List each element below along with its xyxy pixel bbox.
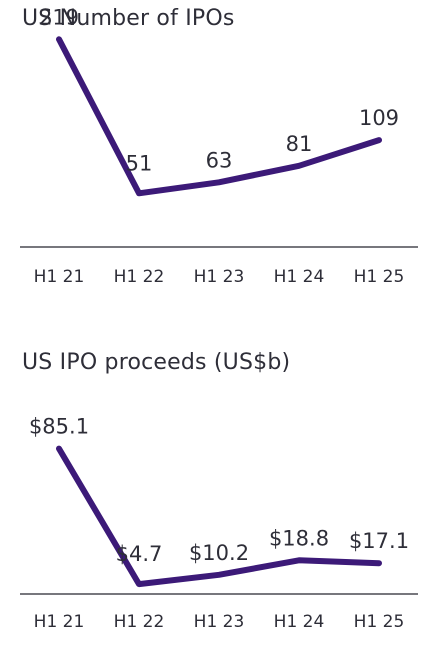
x-tick-label: H1 22: [114, 267, 165, 287]
data-label: $10.2: [189, 541, 249, 565]
x-tick-label: H1 23: [194, 612, 245, 632]
data-label: $85.1: [29, 415, 89, 439]
ipo-count-chart-title: US Number of IPOs: [22, 6, 235, 31]
x-tick-label: H1 22: [114, 612, 165, 632]
x-tick-label: H1 24: [274, 267, 325, 287]
x-tick-label: H1 21: [34, 612, 85, 632]
x-tick-label: H1 24: [274, 612, 325, 632]
ipo-proceeds-chart-svg: $85.1 $4.7 $10.2 $18.8 $17.1 H1 21 H1 22 H1 23 H…: [20, 415, 418, 632]
data-label: 109: [359, 106, 399, 130]
data-label: $17.1: [349, 529, 409, 553]
data-label: $4.7: [116, 542, 163, 566]
x-tick-label: H1 25: [354, 612, 405, 632]
data-label: 219: [39, 5, 79, 29]
data-label: 51: [126, 151, 153, 175]
data-label: 81: [286, 132, 313, 156]
data-label: $18.8: [269, 526, 329, 550]
series-line: [56, 445, 382, 588]
series-line: [56, 36, 382, 197]
x-tick-label: H1 23: [194, 267, 245, 287]
data-label: 63: [206, 148, 233, 172]
x-tick-label: H1 25: [354, 267, 405, 287]
ipo-count-chart-svg: 219 51 63 81 109 H1 21 H1 22 H1 23 H1 24 H1 25: [20, 5, 418, 287]
ipo-proceeds-chart-title: US IPO proceeds (US$b): [22, 350, 291, 375]
x-tick-label: H1 21: [34, 267, 85, 287]
